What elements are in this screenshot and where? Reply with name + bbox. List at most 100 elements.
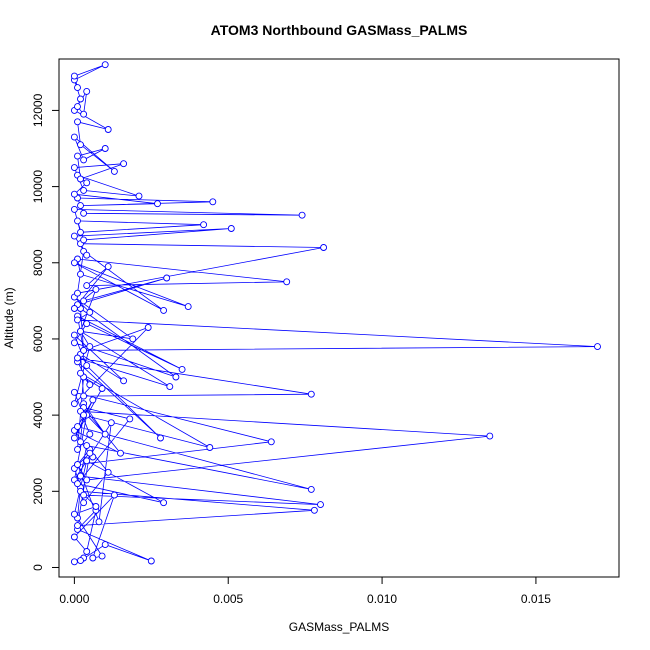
data-point — [209, 198, 217, 206]
x-axis: 0.000 0.005 0.010 0.015 — [59, 576, 551, 606]
data-point — [80, 110, 88, 118]
data-point — [77, 472, 84, 480]
data-point — [101, 145, 109, 152]
data-point — [83, 548, 91, 555]
data-point — [101, 61, 109, 69]
data-point — [80, 156, 88, 164]
data-point — [70, 190, 78, 198]
data-point — [95, 518, 103, 526]
data-point — [117, 449, 124, 457]
data-point — [70, 259, 78, 267]
data-point — [77, 228, 84, 236]
data-point — [74, 103, 81, 111]
data-point — [70, 510, 78, 518]
data-point — [104, 126, 112, 133]
data-point — [486, 432, 494, 440]
data-point — [80, 236, 88, 244]
data-point — [83, 320, 91, 328]
data-point — [298, 211, 306, 219]
x-axis-label: GASMass_PALMS — [289, 620, 389, 634]
data-point — [83, 251, 91, 259]
data-point — [160, 306, 168, 314]
data-point — [144, 324, 152, 331]
y-tick-label: 8000 — [31, 249, 45, 276]
y-tick-label: 12000 — [31, 93, 45, 127]
data-point — [86, 308, 94, 316]
data-point — [307, 390, 315, 398]
data-point — [70, 331, 78, 339]
data-point — [80, 392, 88, 400]
data-point — [163, 274, 171, 282]
data-point — [77, 557, 84, 565]
data-point — [83, 87, 91, 95]
data-point — [77, 369, 84, 377]
data-point — [157, 434, 164, 442]
data-point — [267, 438, 275, 446]
data-point — [154, 200, 161, 208]
data-point — [77, 438, 84, 446]
x-tick-label: 0.015 — [521, 592, 551, 606]
data-point — [86, 381, 94, 389]
data-point — [104, 468, 112, 476]
data-point — [101, 430, 109, 438]
data-point — [74, 445, 81, 453]
data-point — [83, 179, 91, 187]
data-point — [74, 316, 81, 324]
data-point — [86, 343, 94, 351]
data-point — [92, 503, 100, 510]
data-point — [110, 167, 118, 175]
data-point — [74, 84, 81, 92]
x-tick-label: 0.000 — [59, 592, 89, 606]
data-point — [135, 192, 143, 200]
data-point — [129, 335, 137, 343]
data-point — [77, 270, 84, 278]
data-point — [89, 396, 97, 404]
data-point — [283, 278, 291, 286]
data-point — [120, 160, 128, 168]
data-point — [101, 541, 109, 549]
data-point — [70, 305, 78, 312]
data-point — [206, 444, 214, 451]
data-point — [83, 476, 91, 484]
data-point — [184, 303, 192, 311]
data-point — [80, 411, 88, 419]
data-point — [74, 423, 81, 431]
data-point — [227, 225, 235, 232]
y-tick-label: 2000 — [31, 478, 45, 505]
data-point — [70, 533, 78, 541]
data-point — [86, 449, 94, 457]
data-point — [83, 457, 91, 465]
data-point — [107, 419, 115, 427]
data-point — [178, 365, 186, 373]
data-point — [98, 385, 106, 392]
y-tick-label: 6000 — [31, 325, 45, 352]
data-point — [74, 461, 81, 469]
data-point — [74, 118, 81, 126]
series-layer — [70, 61, 601, 566]
data-point — [594, 343, 601, 351]
data-point — [77, 95, 84, 103]
y-tick-label: 4000 — [31, 401, 45, 428]
data-point — [200, 221, 208, 229]
data-point — [80, 297, 88, 305]
data-point — [70, 400, 78, 408]
y-tick-label: 10000 — [31, 170, 45, 204]
data-point — [104, 263, 112, 271]
data-point — [166, 383, 174, 391]
data-point — [317, 501, 324, 509]
data-point — [310, 506, 318, 514]
data-point — [70, 232, 78, 240]
data-point — [172, 373, 180, 381]
data-point — [307, 485, 315, 493]
data-point — [70, 434, 78, 442]
data-point — [70, 164, 78, 172]
data-point — [80, 491, 88, 499]
data-point — [70, 205, 78, 213]
x-tick-label: 0.005 — [213, 592, 243, 606]
data-point — [98, 552, 106, 560]
data-point — [110, 491, 118, 499]
data-point — [80, 209, 88, 217]
y-axis: 0 2000 4000 6000 8000 10000 12000 — [31, 93, 60, 571]
data-point — [70, 339, 78, 347]
